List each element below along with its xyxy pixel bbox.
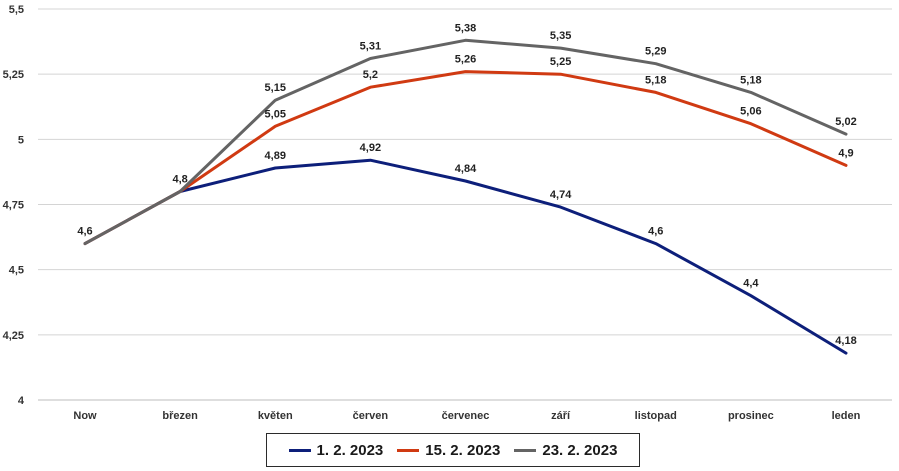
x-tick-label: březen <box>162 410 198 422</box>
legend-item-series-2: 15. 2. 2023 <box>397 442 500 459</box>
y-tick-label: 4,5 <box>9 265 24 277</box>
y-tick-label: 4,75 <box>3 200 24 212</box>
x-tick-label: leden <box>832 410 861 422</box>
data-label: 5,29 <box>645 46 666 58</box>
x-tick-label: prosinec <box>728 410 774 422</box>
data-label: 5,02 <box>835 116 856 128</box>
legend-label-series-3: 23. 2. 2023 <box>542 441 618 459</box>
data-label: 5,26 <box>455 54 476 66</box>
data-label: 5,18 <box>645 74 666 86</box>
data-label: 4,84 <box>455 163 477 175</box>
data-label: 4,8 <box>172 173 187 185</box>
legend-item-series-3: 23. 2. 2023 <box>514 442 617 459</box>
data-label: 4,4 <box>743 278 759 290</box>
series-line-2 <box>83 70 848 246</box>
data-label: 4,6 <box>648 226 663 238</box>
x-axis-ticks: Now březen květen červen červenec září listopa… <box>73 410 860 422</box>
series-lines <box>83 38 848 355</box>
data-label: 5,05 <box>265 108 286 120</box>
x-tick-label: listopad <box>635 410 677 422</box>
legend-swatch-series-3 <box>514 448 537 452</box>
data-label: 5,31 <box>360 41 381 53</box>
x-tick-label: Now <box>73 410 97 422</box>
data-label: 5,18 <box>740 74 761 86</box>
x-tick-label: červenec <box>442 410 490 422</box>
x-tick-label: září <box>551 410 571 422</box>
legend-label-series-1: 1. 2. 2023 <box>316 441 384 459</box>
data-label: 4,6 <box>77 226 92 238</box>
data-labels: 4,64,84,894,924,844,744,64,44,185,055,25… <box>77 22 856 347</box>
x-tick-label: květen <box>258 410 293 422</box>
data-label: 4,89 <box>265 150 286 162</box>
legend-label-series-2: 15. 2. 2023 <box>425 441 501 459</box>
gridlines <box>38 8 892 401</box>
legend-item-series-1: 1. 2. 2023 <box>288 441 384 459</box>
data-label: 4,92 <box>360 142 381 154</box>
y-tick-label: 4 <box>18 395 25 407</box>
data-label: 4,9 <box>838 147 853 159</box>
y-tick-label: 5,25 <box>3 69 24 81</box>
y-tick-label: 5,5 <box>9 4 24 16</box>
data-label: 4,18 <box>835 335 856 347</box>
data-label: 5,38 <box>455 22 476 34</box>
data-label: 5,06 <box>740 106 761 118</box>
y-tick-label: 4,25 <box>3 330 24 342</box>
series-line-1 <box>83 158 848 355</box>
data-label: 5,35 <box>550 30 571 42</box>
y-tick-label: 5 <box>18 134 24 146</box>
legend-swatch-series-1 <box>288 448 311 452</box>
y-axis-ticks: 4 4,25 4,5 4,75 5 5,25 5,5 <box>3 4 25 407</box>
data-label: 5,2 <box>363 69 378 81</box>
data-label: 5,25 <box>550 56 571 68</box>
data-label: 4,74 <box>550 189 572 201</box>
legend-swatch-series-2 <box>397 448 420 452</box>
x-tick-label: červen <box>353 410 389 422</box>
series-line-3 <box>83 38 848 246</box>
data-label: 5,15 <box>265 82 286 94</box>
legend: 1. 2. 2023 15. 2. 2023 23. 2. 2023 <box>266 433 640 467</box>
